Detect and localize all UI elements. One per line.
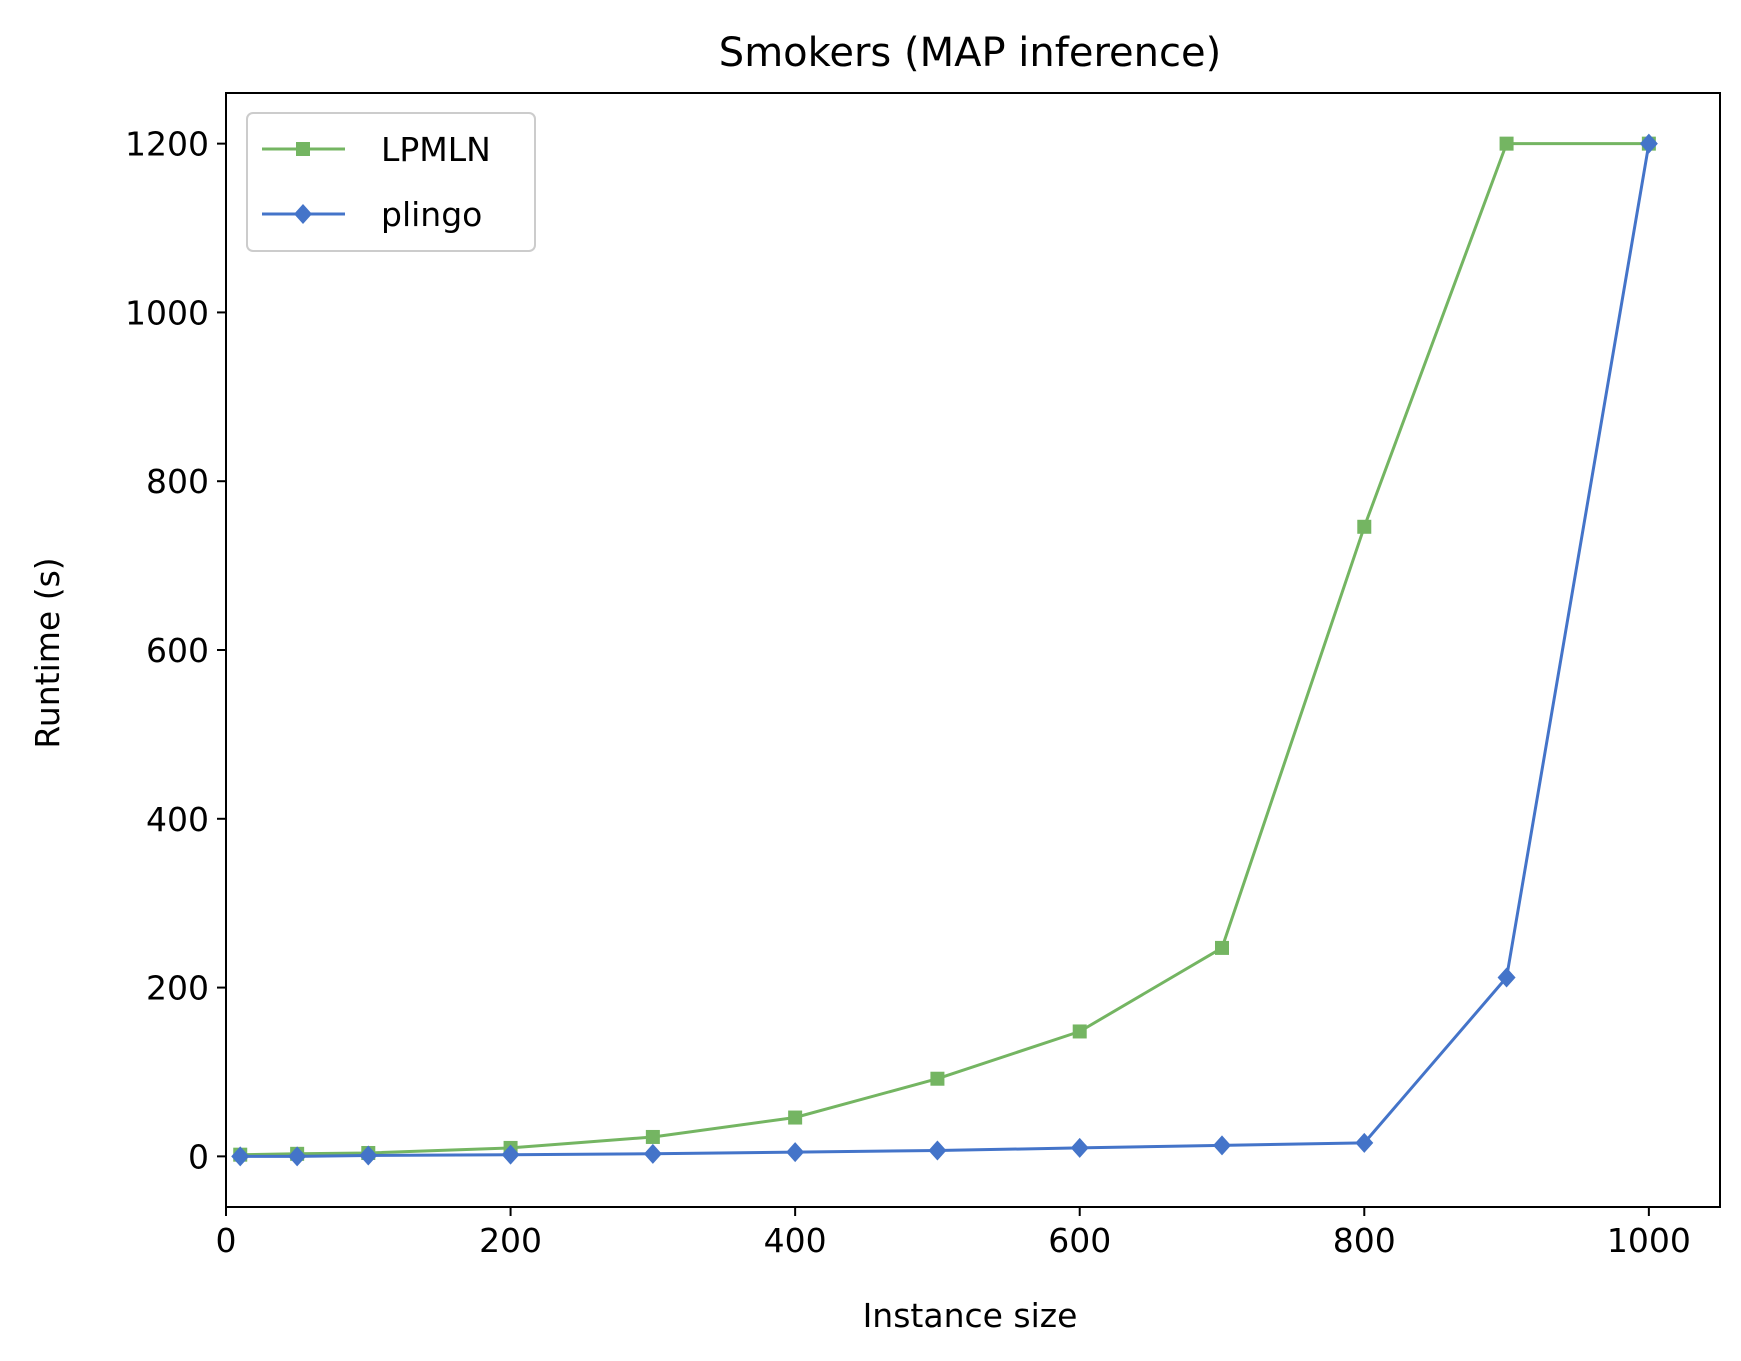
x-tick-label: 600 <box>1048 1221 1111 1260</box>
x-tick-label: 200 <box>479 1221 542 1260</box>
data-point-lpmln <box>645 1129 660 1144</box>
y-tick-label: 0 <box>188 1137 209 1176</box>
y-tick-label: 600 <box>146 631 209 670</box>
legend-label-lpmln: LPMLN <box>381 130 491 169</box>
x-tick-label: 400 <box>764 1221 827 1260</box>
chart-title: Smokers (MAP inference) <box>719 30 1221 76</box>
data-point-plingo <box>1497 967 1516 988</box>
data-point-lpmln <box>1215 940 1229 955</box>
y-axis-label: Runtime (s) <box>28 557 67 748</box>
data-point-plingo <box>1639 133 1658 154</box>
data-point-plingo <box>1213 1135 1231 1156</box>
plot-area: 0 200 400 600 800 1000 0 200 400 600 800 1000 1200 <box>125 92 1721 1260</box>
legend: LPMLN plingo <box>246 112 536 252</box>
legend-marker-plingo <box>294 204 312 224</box>
data-point-lpmln <box>1499 136 1514 151</box>
data-point-plingo <box>928 1140 947 1161</box>
x-tick-label: 0 <box>216 1221 237 1260</box>
series-line-lpmln <box>240 142 1649 1157</box>
x-tick-label: 800 <box>1333 1221 1396 1260</box>
legend-marker-lpmln <box>296 142 310 156</box>
data-point-plingo <box>501 1144 520 1165</box>
x-tick-label: 1000 <box>1607 1221 1691 1260</box>
data-point-lpmln <box>930 1071 945 1086</box>
data-point-plingo <box>288 1146 307 1167</box>
data-point-plingo <box>231 1146 250 1167</box>
y-tick-label: 400 <box>146 800 209 839</box>
data-point-lpmln <box>788 1110 803 1125</box>
data-point-plingo <box>1355 1132 1374 1153</box>
series-line-plingo <box>240 143 1651 1158</box>
legend-label-plingo: plingo <box>381 195 482 234</box>
y-tick-label: 1200 <box>125 125 209 164</box>
data-point-plingo <box>1070 1137 1089 1158</box>
data-point-lpmln <box>1072 1024 1087 1039</box>
data-point-plingo <box>359 1145 378 1166</box>
data-point-lpmln <box>1357 519 1372 534</box>
data-point-plingo <box>643 1143 662 1164</box>
x-axis-label: Instance size <box>863 1296 1078 1335</box>
y-tick-label: 200 <box>146 969 209 1008</box>
y-tick-label: 800 <box>146 462 209 501</box>
y-tick-label: 1000 <box>125 293 209 332</box>
data-point-plingo <box>786 1142 805 1163</box>
